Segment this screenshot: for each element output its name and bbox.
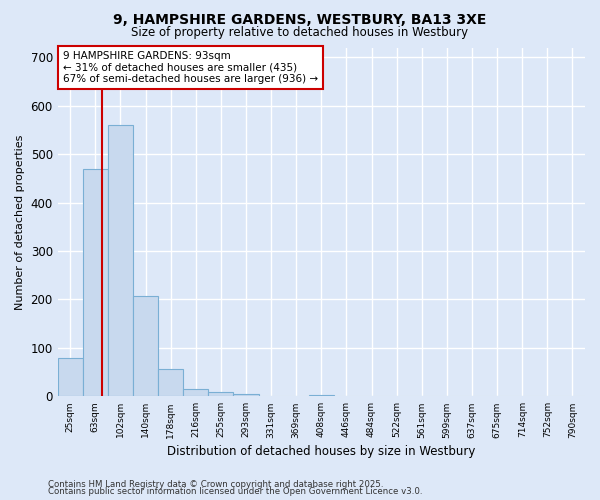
Bar [108, 125, 133, 396]
Bar [309, 395, 334, 396]
Bar [208, 392, 233, 396]
Text: 9 HAMPSHIRE GARDENS: 93sqm
← 31% of detached houses are smaller (435)
67% of sem: 9 HAMPSHIRE GARDENS: 93sqm ← 31% of deta… [63, 51, 318, 84]
Bar [83, 168, 108, 396]
Bar [58, 358, 83, 397]
Bar [233, 394, 259, 396]
Bar [133, 296, 158, 396]
Text: 9, HAMPSHIRE GARDENS, WESTBURY, BA13 3XE: 9, HAMPSHIRE GARDENS, WESTBURY, BA13 3XE [113, 12, 487, 26]
Bar [158, 368, 183, 396]
Y-axis label: Number of detached properties: Number of detached properties [15, 134, 25, 310]
Text: Contains public sector information licensed under the Open Government Licence v3: Contains public sector information licen… [48, 488, 422, 496]
Text: Contains HM Land Registry data © Crown copyright and database right 2025.: Contains HM Land Registry data © Crown c… [48, 480, 383, 489]
X-axis label: Distribution of detached houses by size in Westbury: Distribution of detached houses by size … [167, 444, 476, 458]
Bar [183, 389, 208, 396]
Text: Size of property relative to detached houses in Westbury: Size of property relative to detached ho… [131, 26, 469, 39]
